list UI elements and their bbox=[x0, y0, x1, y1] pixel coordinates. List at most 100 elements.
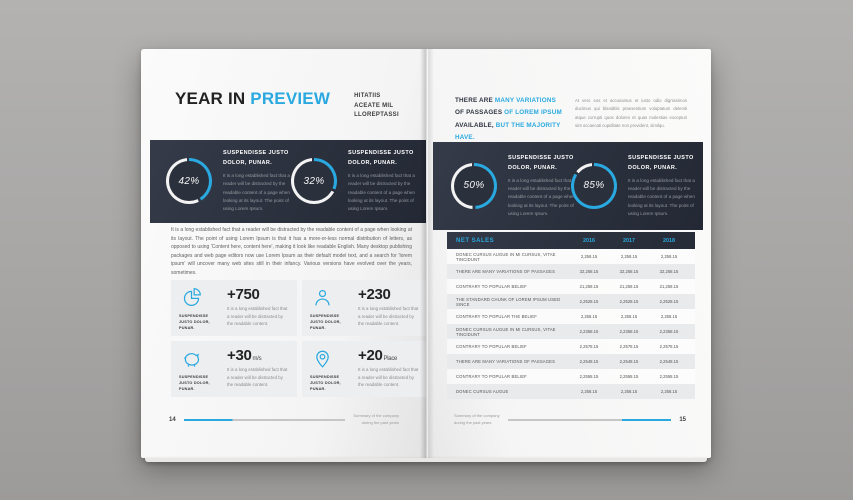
page-right: THERE ARE MANY VARIATIONS OF PASSAGES OF… bbox=[426, 49, 711, 458]
row-label: THERE ARE MANY VARIATIONS OF PASSAGES bbox=[456, 269, 556, 274]
donut-body: It is a long established fact that a rea… bbox=[628, 177, 695, 216]
table-year-2017: 2017 bbox=[623, 237, 635, 244]
row-label: THE STANDARD CHUNK OF LOREM IPSUM USED S… bbox=[456, 296, 561, 307]
donut-value-label: 32% bbox=[303, 175, 325, 187]
table-header-row: NET SALES 2016 2017 2018 bbox=[447, 232, 695, 249]
row-value-2018: 32,258.15 bbox=[659, 269, 679, 274]
table-row: DONEC CURSUS AUGUE IN MI CURSUS, VITAE T… bbox=[447, 324, 695, 339]
donut-hole: 42% bbox=[169, 161, 209, 202]
row-label: CONTRARY TO POPULAR BELIEF bbox=[456, 374, 527, 379]
table-row: THERE ARE MANY VARIATIONS OF PASSAGES 32… bbox=[447, 264, 695, 279]
row-value-2018: 2,2358.15 bbox=[659, 329, 679, 334]
row-value-2018: 2,258.15 bbox=[660, 389, 678, 394]
right-header: THERE ARE MANY VARIATIONS OF PASSAGES OF… bbox=[455, 95, 687, 144]
stat-value: +30m/s bbox=[227, 347, 262, 364]
donut-body: It is a long established fact that a rea… bbox=[223, 173, 290, 212]
donut-text-50: SUSPENDISSE JUSTO DOLOR, PUNAR. It is a … bbox=[508, 154, 578, 218]
row-value-2018: 2,258.15 bbox=[660, 254, 678, 259]
stat-box-20: SUSPENDISSE JUSTO DOLOR, PUNAR. +20Place… bbox=[302, 341, 426, 397]
page-left: YEAR IN PREVIEW HITATIIS ACEATE MIL LLOR… bbox=[141, 49, 426, 458]
footer-caption: Summary of the company during the past ye… bbox=[353, 413, 399, 425]
table-row: DONEC CURSUS AUGUE IN MI CURSUS, VITAE T… bbox=[447, 249, 695, 264]
row-value-2017: 2,2528.15 bbox=[619, 299, 639, 304]
stat-box-30: SUSPENDISSE JUSTO DOLOR, PUNAR. +30m/s I… bbox=[171, 341, 297, 397]
net-sales-table: NET SALES 2016 2017 2018 DONEC CURSUS AU… bbox=[447, 232, 695, 399]
row-value-2017: 2,258.15 bbox=[620, 254, 638, 259]
right-footer: Summary of the company during the past ye… bbox=[454, 413, 686, 426]
row-label: CONTRARY TO POPULAR BELIEF bbox=[456, 284, 527, 289]
page-title-blue: PREVIEW bbox=[250, 89, 331, 108]
map-pin-icon bbox=[310, 348, 354, 374]
stat-body: It is a long established fact that a rea… bbox=[358, 306, 419, 327]
donut-text-32: SUSPENDISSE JUSTO DOLOR, PUNAR. It is a … bbox=[348, 149, 418, 213]
donut-chart-85: 85% bbox=[571, 162, 617, 209]
table-row: DONEC CURSUS AUGUE 2,258.15 2,258.15 2,2… bbox=[447, 384, 695, 399]
table-year-2016: 2016 bbox=[583, 237, 595, 244]
donut-chart-32: 32% bbox=[291, 158, 337, 205]
row-value-2016: 2,258.15 bbox=[580, 389, 598, 394]
piggy-bank-icon bbox=[179, 348, 223, 374]
table-year-2018: 2018 bbox=[663, 237, 675, 244]
stat-icon-col: SUSPENDISSE JUSTO DOLOR, PUNAR. bbox=[310, 348, 354, 391]
stat-text-col: +20Place It is a long established fact t… bbox=[354, 348, 420, 391]
stats-band-left: 42% SUSPENDISSE JUSTO DOLOR, PUNAR. It i… bbox=[150, 140, 426, 223]
row-label: DONEC CURSUS AUGUE IN MI CURSUS, VITAE T… bbox=[456, 326, 556, 337]
table-title: NET SALES bbox=[456, 237, 495, 244]
donut-value-label: 50% bbox=[463, 180, 485, 192]
row-value-2016: 2,2548.15 bbox=[579, 359, 599, 364]
row-value-2016: 2,2358.15 bbox=[579, 329, 599, 334]
stat-label: SUSPENDISSE JUSTO DOLOR, PUNAR. bbox=[179, 375, 210, 392]
donut-value-label: 42% bbox=[178, 175, 200, 187]
page-number: 14 bbox=[169, 416, 176, 423]
donut-group-50: 50% SUSPENDISSE JUSTO DOLOR, PUNAR. It i… bbox=[451, 154, 575, 218]
donut-hole: 85% bbox=[574, 165, 614, 206]
page-number: 15 bbox=[679, 416, 686, 423]
footer-rule bbox=[183, 418, 346, 421]
table-row: CONTRARY TO POPULAR BELIEF 2,2558.15 2,2… bbox=[447, 369, 695, 384]
stat-label: SUSPENDISSE JUSTO DOLOR, PUNAR. bbox=[179, 314, 210, 331]
row-value-2016: 21,258.15 bbox=[579, 284, 599, 289]
page-title: YEAR IN PREVIEW bbox=[175, 89, 330, 121]
stat-text-col: +230 It is a long established fact that … bbox=[354, 287, 420, 330]
donut-group-85: 85% SUSPENDISSE JUSTO DOLOR, PUNAR. It i… bbox=[571, 154, 695, 218]
donut-group-32: 32% SUSPENDISSE JUSTO DOLOR, PUNAR. It i… bbox=[291, 149, 416, 213]
stat-grid: SUSPENDISSE JUSTO DOLOR, PUNAR. +750 It … bbox=[171, 280, 426, 397]
row-value-2018: 21,258.15 bbox=[659, 284, 679, 289]
donut-body: It is a long established fact that a rea… bbox=[348, 173, 415, 212]
row-value-2017: 2,2578.15 bbox=[619, 344, 639, 349]
donut-group-42: 42% SUSPENDISSE JUSTO DOLOR, PUNAR. It i… bbox=[166, 149, 291, 213]
stat-box-230: SUSPENDISSE JUSTO DOLOR, PUNAR. +230 It … bbox=[302, 280, 426, 336]
row-value-2017: 2,258.15 bbox=[620, 314, 638, 319]
intro-paragraph: It is a long established fact that a rea… bbox=[171, 227, 412, 276]
row-value-2016: 2,2528.15 bbox=[579, 299, 599, 304]
stat-value: +230 bbox=[358, 286, 391, 303]
donut-hole: 50% bbox=[454, 165, 494, 206]
donut-heading: SUSPENDISSE JUSTO DOLOR, PUNAR. bbox=[508, 154, 574, 171]
row-value-2016: 2,258.15 bbox=[580, 314, 598, 319]
donut-heading: SUSPENDISSE JUSTO DOLOR, PUNAR. bbox=[223, 150, 289, 167]
row-label: CONTRARY TO POPULAR BELIEF bbox=[456, 344, 527, 349]
row-value-2018: 2,2548.15 bbox=[659, 359, 679, 364]
row-value-2016: 2,2578.15 bbox=[579, 344, 599, 349]
donut-chart-50: 50% bbox=[451, 162, 497, 209]
footer-rule bbox=[507, 418, 672, 421]
stat-value: +750 bbox=[227, 286, 260, 303]
row-value-2016: 2,258.15 bbox=[580, 254, 598, 259]
person-icon bbox=[310, 287, 354, 313]
left-footer: 14 Summary of the company during the past… bbox=[169, 413, 399, 426]
table-row: CONTRARY TO POPULAR THE BELIEF 2,258.15 … bbox=[447, 309, 695, 324]
headline-body: At vero eos et accusamus et iusto odio d… bbox=[575, 98, 687, 129]
footer-caption: Summary of the company during the past ye… bbox=[454, 413, 500, 425]
row-value-2018: 2,258.15 bbox=[660, 314, 678, 319]
stat-unit: Place bbox=[383, 356, 398, 362]
pie-chart-icon bbox=[179, 287, 223, 313]
donut-text-85: SUSPENDISSE JUSTO DOLOR, PUNAR. It is a … bbox=[628, 154, 698, 218]
row-label: CONTRARY TO POPULAR THE BELIEF bbox=[456, 314, 537, 319]
stat-body: It is a long established fact that a rea… bbox=[358, 367, 419, 388]
table-row: CONTRARY TO POPULAR BELIEF 21,258.15 21,… bbox=[447, 279, 695, 294]
row-value-2018: 2,2558.15 bbox=[659, 374, 679, 379]
stat-text-col: +750 It is a long established fact that … bbox=[223, 287, 289, 330]
donut-hole: 32% bbox=[294, 161, 334, 202]
donut-text-42: SUSPENDISSE JUSTO DOLOR, PUNAR. It is a … bbox=[223, 149, 293, 213]
donut-value-label: 85% bbox=[583, 180, 605, 192]
